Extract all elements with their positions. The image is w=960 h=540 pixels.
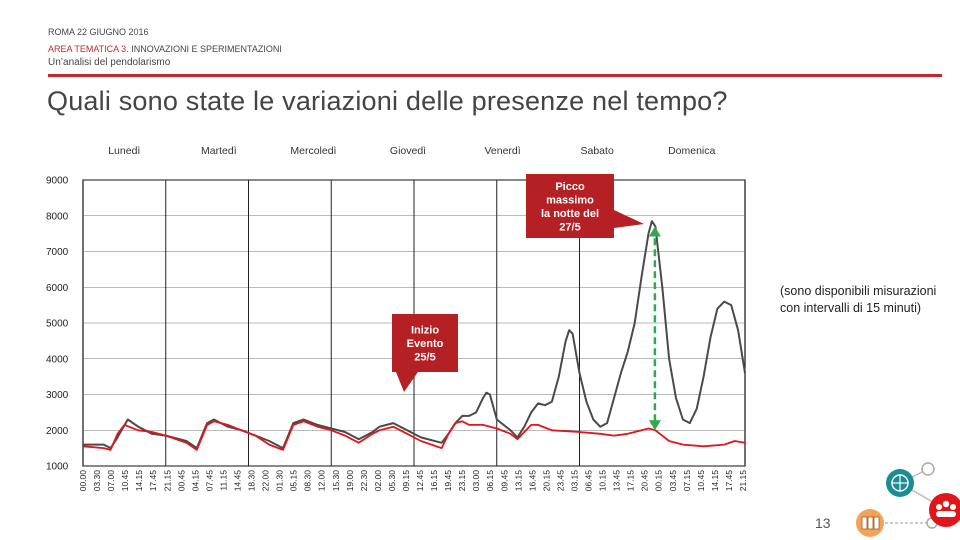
x-tick-label: 06.15	[485, 470, 495, 492]
x-tick-label: 19.45	[443, 470, 453, 492]
y-tick-label: 7000	[46, 247, 69, 258]
x-tick-label: 01.30	[275, 470, 285, 492]
x-tick-label: 23.45	[555, 470, 565, 492]
x-tick-label: 03.15	[569, 470, 579, 492]
x-tick-label: 03.30	[92, 470, 102, 492]
header-divider	[48, 74, 942, 77]
day-label: Giovedì	[390, 145, 426, 157]
x-tick-label: 22.30	[359, 470, 369, 492]
callout-inizio-evento-text: Evento	[407, 338, 444, 350]
books-icon-spine	[861, 516, 868, 530]
x-tick-label: 20.45	[640, 470, 650, 492]
subtitle: Un’analisi del pendolarismo	[48, 57, 171, 68]
day-label: Sabato	[581, 145, 614, 157]
y-tick-label: 6000	[46, 283, 69, 294]
people-icon	[929, 493, 960, 527]
callout-picco-massimo-text: Picco	[555, 181, 585, 193]
day-label: Lunedì	[108, 145, 140, 157]
y-tick-label: 9000	[46, 176, 69, 187]
x-tick-label: 13.45	[612, 470, 622, 492]
x-tick-label: 05.15	[289, 470, 299, 492]
callout-inizio-evento-box	[392, 314, 458, 372]
people-icon-head	[936, 504, 942, 510]
callout-inizio-evento-pointer	[396, 372, 418, 392]
x-tick-label: 14.15	[710, 470, 720, 492]
people-icon-head	[950, 504, 956, 510]
x-tick-label: 10.45	[120, 470, 130, 492]
x-tick-label: 20.15	[541, 470, 551, 492]
x-tick-label: 07.00	[106, 470, 116, 492]
slide-title: Quali sono state le variazioni delle pre…	[47, 86, 728, 116]
x-tick-label: 04.15	[190, 470, 200, 492]
x-tick-label: 00.15	[654, 470, 664, 492]
area-prefix: AREA TEMATICA 3.	[48, 44, 129, 54]
y-tick-label: 3000	[46, 390, 69, 401]
area-header: AREA TEMATICA 3. INNOVAZIONI E SPERIMENT…	[48, 44, 282, 54]
callout-picco-massimo-text: 27/5	[559, 221, 580, 233]
x-tick-label: 21.15	[162, 470, 172, 492]
day-label: Mercoledì	[290, 145, 336, 157]
x-tick-label: 23.15	[457, 470, 467, 492]
x-tick-label: 17.45	[148, 470, 158, 492]
event-header: ROMA 22 GIUGNO 2016	[48, 27, 149, 37]
page-number: 13	[815, 515, 831, 531]
range-arrow-head-down	[648, 420, 661, 431]
network-node	[921, 462, 935, 476]
x-tick-label: 08.30	[303, 470, 313, 492]
x-tick-label: 07.45	[204, 470, 214, 492]
x-tick-label: 17.45	[724, 470, 734, 492]
x-tick-label: 00.45	[176, 470, 186, 492]
y-tick-label: 1000	[46, 462, 69, 473]
y-tick-label: 4000	[46, 354, 69, 365]
callout-inizio-evento-text: 25/5	[414, 352, 435, 364]
day-label: Martedì	[201, 145, 237, 157]
x-tick-label: 16.15	[429, 470, 439, 492]
x-tick-label: 10.45	[696, 470, 706, 492]
callout-picco-massimo-pointer	[614, 210, 644, 228]
people-icon-head	[942, 500, 950, 508]
day-label: Venerdì	[484, 145, 520, 157]
x-tick-label: 05.30	[387, 470, 397, 492]
line-chart: 1000 2000 3000 4000 5000 6000 7000 8000 9000 Lune…	[46, 145, 748, 492]
network-decoration	[856, 462, 960, 537]
range-arrow-head-up	[648, 226, 661, 237]
x-tick-label: 21.15	[738, 470, 748, 492]
x-tick-label: 14.45	[232, 470, 242, 492]
x-tick-label: 22.00	[261, 470, 271, 492]
y-tick-label: 5000	[46, 319, 69, 330]
books-icon-spine	[867, 516, 874, 530]
x-tick-label: 14.15	[134, 470, 144, 492]
measurement-note: (sono disponibili misurazioni con interv…	[780, 284, 937, 315]
series-line-abituali	[82, 420, 746, 451]
x-tick-label: 13.15	[513, 470, 523, 492]
x-tick-label: 10.15	[598, 470, 608, 492]
day-label: Domenica	[668, 145, 715, 157]
y-tick-label: 8000	[46, 211, 69, 222]
x-tick-label: 18.30	[247, 470, 257, 492]
x-tick-label: 15.30	[331, 470, 341, 492]
x-tick-label: 06.45	[584, 470, 594, 492]
y-tick-label: 2000	[46, 426, 69, 437]
area-name: INNOVAZIONI E SPERIMENTAZIONI	[128, 44, 282, 54]
x-tick-label: 00.00	[78, 470, 88, 492]
callout-picco-massimo-text: massimo	[546, 194, 594, 206]
x-tick-label: 03.00	[471, 470, 481, 492]
x-tick-label: 12.00	[317, 470, 327, 492]
x-tick-label: 11.15	[218, 470, 228, 491]
people-icon-body	[936, 511, 956, 517]
x-tick-label: 07.15	[682, 470, 692, 492]
x-tick-label: 09.15	[401, 470, 411, 492]
x-tick-label: 02.00	[373, 470, 383, 492]
x-tick-label: 17.15	[626, 470, 636, 492]
books-icon-spine	[873, 516, 880, 530]
callout-picco-massimo-text: la notte del	[541, 208, 599, 220]
x-tick-label: 03.45	[668, 470, 678, 492]
series-line-presenze	[83, 220, 746, 450]
callout-inizio-evento-text: Inizio	[411, 325, 439, 337]
x-tick-label: 09.45	[499, 470, 509, 492]
callout-picco-massimo-box	[526, 174, 614, 238]
x-tick-label: 16.45	[527, 470, 537, 492]
x-tick-label: 12.45	[415, 470, 425, 492]
x-tick-label: 19.00	[345, 470, 355, 492]
